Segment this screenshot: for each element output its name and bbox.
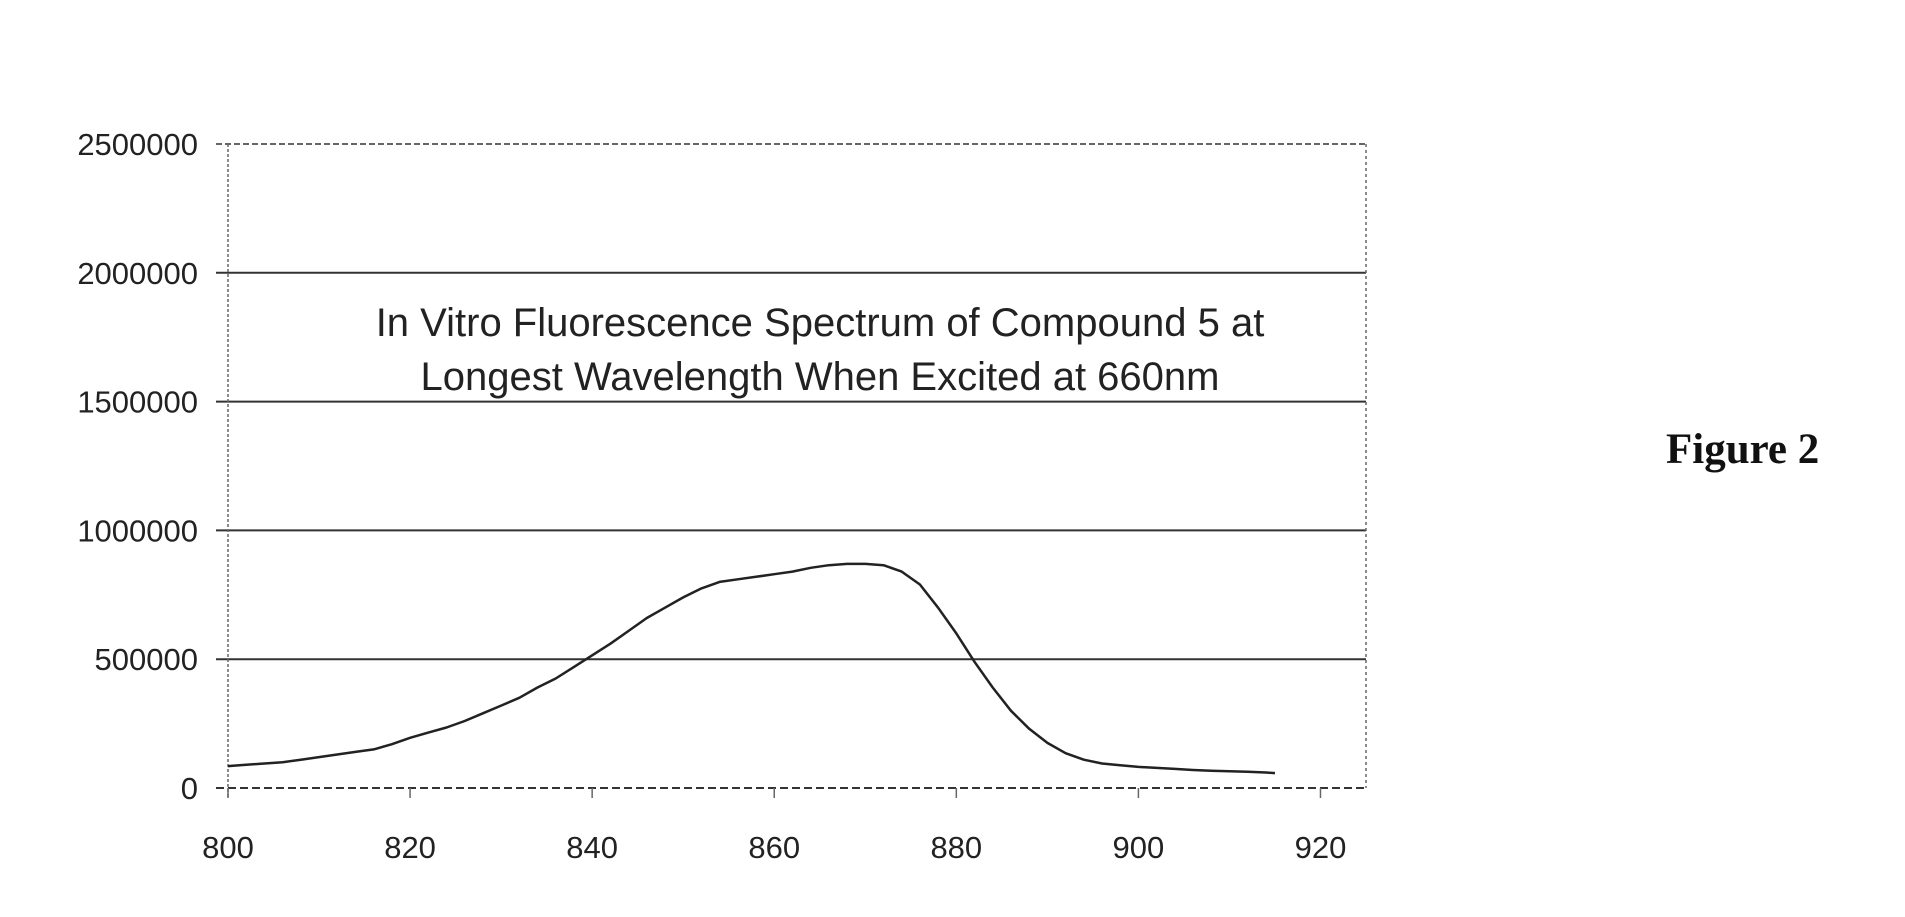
x-tick-label-920: 920 xyxy=(1295,830,1347,865)
chart-title-line-1: In Vitro Fluorescence Spectrum of Compou… xyxy=(376,301,1265,345)
series-layer xyxy=(228,564,1275,773)
x-axis-tick-labels: 800 820 840 860 880 900 920 xyxy=(202,830,1346,865)
x-tick-label-880: 880 xyxy=(930,830,982,865)
y-tick-label-1500000: 1500000 xyxy=(77,385,198,420)
y-tick-label-2000000: 2000000 xyxy=(77,256,198,291)
plot-frame xyxy=(228,144,1366,798)
x-tick-label-900: 900 xyxy=(1113,830,1165,865)
grid-layer xyxy=(216,144,1366,788)
figure-label: Figure 2 xyxy=(1666,425,1819,474)
y-axis-tick-labels: 0 500000 1000000 1500000 2000000 2500000 xyxy=(77,127,198,806)
x-tick-label-860: 860 xyxy=(748,830,800,865)
y-tick-label-500000: 500000 xyxy=(95,642,198,677)
series-line-0 xyxy=(228,564,1275,773)
y-tick-label-1000000: 1000000 xyxy=(77,513,198,548)
y-tick-label-2500000: 2500000 xyxy=(77,127,198,162)
chart-title-line-2: Longest Wavelength When Excited at 660nm xyxy=(421,355,1220,399)
chart-title: In Vitro Fluorescence Spectrum of Compou… xyxy=(376,301,1265,399)
x-tick-label-840: 840 xyxy=(566,830,618,865)
y-tick-label-0: 0 xyxy=(181,771,198,806)
x-tick-label-820: 820 xyxy=(384,830,436,865)
x-tick-label-800: 800 xyxy=(202,830,254,865)
